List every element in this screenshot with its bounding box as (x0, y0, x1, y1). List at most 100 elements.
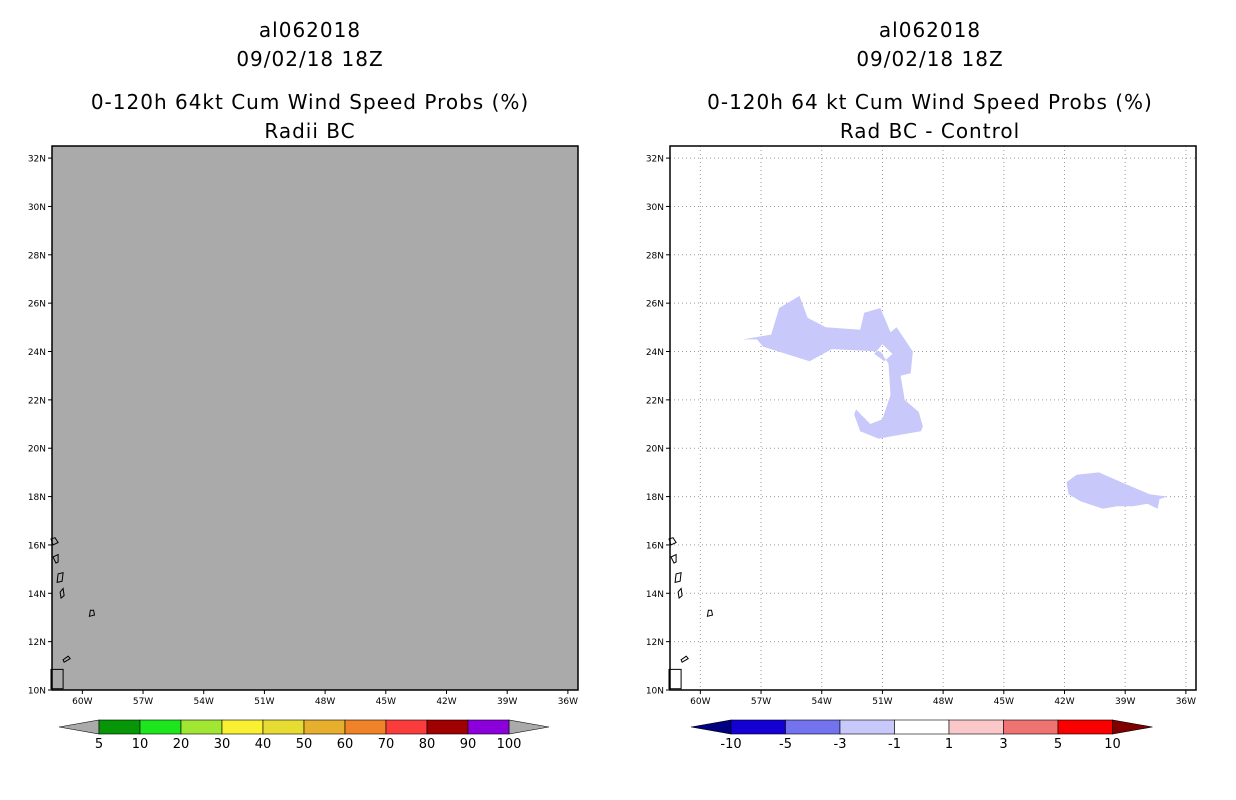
colorbar-label-90: 90 (460, 737, 477, 752)
lat-tick-label-24N: 24N (646, 348, 664, 358)
colorbar-under-arrow (690, 719, 732, 735)
colorbar-box (262, 719, 305, 735)
lat-tick-label-18N: 18N (646, 493, 664, 503)
colorbar-label--10: -10 (720, 737, 741, 752)
colorbar-box (139, 719, 182, 735)
lat-tick-label-32N: 32N (646, 155, 664, 165)
lat-tick-label-10N: 10N (28, 687, 46, 697)
colorbar-box (385, 719, 428, 735)
colorbar-box (98, 719, 141, 735)
left-colorbar: 5 10 20 30 40 50 60 70 80 90 100 (58, 719, 550, 752)
colorbar-box (426, 719, 469, 735)
lat-tick-label-10N: 10N (646, 687, 664, 697)
lat-tick-label-32N: 32N (28, 155, 46, 165)
right-product-title: 0-120h 64 kt Cum Wind Speed Probs (%) (707, 90, 1153, 114)
left-product-title: 0-120h 64kt Cum Wind Speed Probs (%) (90, 90, 530, 114)
lon-tick-label-39W: 39W (497, 697, 517, 707)
island-outline (56, 572, 64, 584)
lon-tick-label-54W: 54W (812, 697, 832, 707)
lon-tick-label-51W: 51W (254, 697, 274, 707)
colorbar-box (180, 719, 223, 735)
colorbar-label-40: 40 (255, 737, 272, 752)
lon-tick-label-48W: 48W (933, 697, 953, 707)
colorbar-label-5: 5 (95, 737, 103, 752)
colorbar-box (839, 719, 895, 735)
lat-tick-label-14N: 14N (646, 590, 664, 600)
colorbar-over-arrow (508, 719, 550, 735)
colorbar-box (221, 719, 264, 735)
colorbar-box (1003, 719, 1059, 735)
left-probability-map: 32N 30N 28N 26N 24N 22N 20N 18N 16N 14N 12N 10N 60W 5… (28, 145, 579, 707)
colorbar-box (948, 719, 1004, 735)
colorbar-label-70: 70 (378, 737, 395, 752)
lon-tick-label-60W: 60W (72, 697, 92, 707)
right-difference-map: 32N 30N 28N 26N 24N 22N 20N 18N 16N 14N 12N 10N 60W 5… (646, 145, 1197, 707)
colorbar-box (303, 719, 346, 735)
lat-tick-label-30N: 30N (646, 203, 664, 213)
colorbar-label-10: 10 (1104, 737, 1121, 752)
lon-tick-label-42W: 42W (436, 697, 456, 707)
lon-tick-label-60W: 60W (690, 697, 710, 707)
colorbar-box (467, 719, 510, 735)
right-subtitle: Rad BC - Control (839, 119, 1021, 143)
colorbar-label--3: -3 (834, 737, 847, 752)
colorbar-label--1: -1 (888, 737, 901, 752)
colorbar-label-60: 60 (337, 737, 354, 752)
right-storm-id: al062018 (878, 18, 982, 42)
left-storm-id: al062018 (258, 18, 362, 42)
colorbar-box (344, 719, 387, 735)
difference-area-north (742, 295, 923, 439)
lon-tick-label-45W: 45W (376, 697, 396, 707)
right-colorbar: -10 -5 -3 -1 1 3 5 10 (690, 719, 1153, 752)
island-outline (674, 572, 682, 584)
lon-tick-label-57W: 57W (133, 697, 153, 707)
lat-tick-label-28N: 28N (646, 251, 664, 261)
colorbar-label--5: -5 (779, 737, 792, 752)
island-outline (59, 587, 65, 600)
island-outline (62, 655, 71, 663)
island-outline (680, 655, 689, 663)
island-outline (52, 553, 59, 564)
colorbar-label-30: 30 (214, 737, 231, 752)
colorbar-label-20: 20 (173, 737, 190, 752)
colorbar-label-100: 100 (497, 737, 522, 752)
map-frame (669, 145, 1197, 691)
island-outline (88, 609, 96, 617)
map-background (52, 146, 578, 690)
lat-tick-label-18N: 18N (28, 493, 46, 503)
colorbar-box (785, 719, 841, 735)
colorbar-label-3: 3 (999, 737, 1007, 752)
lat-tick-label-12N: 12N (646, 638, 664, 648)
colorbar-label-80: 80 (419, 737, 436, 752)
lon-tick-label-36W: 36W (1176, 697, 1196, 707)
colorbar-under-arrow (58, 719, 100, 735)
left-chart-title: al062018 09/02/18 18Z 0-120h 64kt Cum Wi… (40, 16, 580, 146)
colorbar-box (730, 719, 786, 735)
lon-tick-label-39W: 39W (1115, 697, 1135, 707)
map-frame (51, 145, 579, 691)
lat-tick-label-24N: 24N (28, 348, 46, 358)
left-date-time: 09/02/18 18Z (236, 47, 384, 71)
colorbar-label-50: 50 (296, 737, 313, 752)
lat-tick-label-26N: 26N (646, 300, 664, 310)
colorbar-over-arrow (1112, 719, 1153, 735)
lon-tick-label-57W: 57W (751, 697, 771, 707)
colorbar-label-1: 1 (945, 737, 953, 752)
colorbar-label-5: 5 (1054, 737, 1062, 752)
lon-tick-label-54W: 54W (194, 697, 214, 707)
lat-tick-label-26N: 26N (28, 300, 46, 310)
lat-tick-label-20N: 20N (646, 445, 664, 455)
island-outline (50, 668, 64, 690)
difference-area-east (1066, 472, 1168, 509)
lon-tick-label-51W: 51W (872, 697, 892, 707)
left-subtitle: Radii BC (264, 119, 356, 143)
island-outline (706, 609, 714, 617)
island-outline (670, 553, 677, 564)
island-outline (677, 587, 683, 600)
lat-tick-label-16N: 16N (28, 541, 46, 551)
right-chart-title: al062018 09/02/18 18Z 0-120h 64 kt Cum W… (660, 16, 1200, 146)
lon-tick-label-42W: 42W (1054, 697, 1074, 707)
island-outline (668, 668, 682, 690)
colorbar-box (1057, 719, 1113, 735)
lat-tick-label-30N: 30N (28, 203, 46, 213)
